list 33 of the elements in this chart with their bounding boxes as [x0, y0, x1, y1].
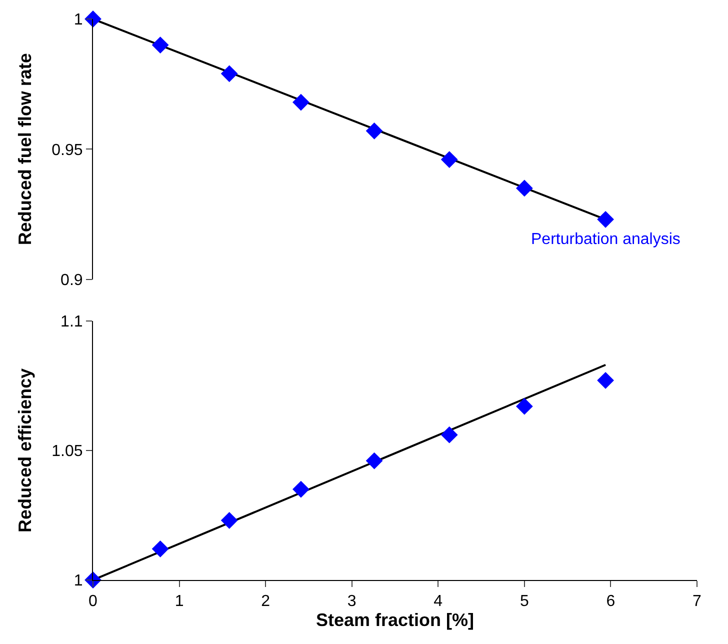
point — [597, 372, 614, 389]
point — [440, 426, 458, 444]
point — [292, 94, 310, 111]
x-tick-label: 0 — [88, 593, 98, 610]
y-tick-label: 0.9 — [60, 272, 83, 289]
point — [516, 180, 533, 197]
point — [366, 122, 383, 140]
point — [84, 10, 102, 28]
point — [220, 65, 238, 82]
x-tick-label: 5 — [520, 593, 529, 610]
point — [366, 452, 383, 470]
point — [152, 36, 169, 54]
y-tick-label: 1 — [74, 572, 83, 590]
x-tick-label: 1 — [174, 593, 184, 610]
x-tick-label: 4 — [434, 593, 443, 610]
series-label: Perturbation analysis — [531, 231, 680, 248]
y-tick-label: 1.1 — [60, 313, 83, 330]
point — [220, 512, 238, 529]
point — [440, 151, 458, 168]
y-tick-label: 1 — [74, 12, 83, 29]
x-axis-title: Steam fraction [%] — [316, 610, 474, 630]
y-axis-title: Reduced efficiency — [14, 368, 35, 532]
y-tick-label: 1.05 — [52, 443, 83, 460]
x-tick-label: 6 — [606, 593, 616, 610]
point — [597, 210, 614, 228]
x-tick-label: 2 — [261, 593, 270, 610]
x-tick-label: 3 — [347, 593, 356, 610]
y-tick-label: 0.95 — [52, 142, 83, 159]
y-axis-title: Reduced fuel flow rate — [14, 53, 35, 246]
point — [516, 398, 533, 415]
point — [292, 480, 310, 498]
x-tick-label: 7 — [692, 593, 702, 610]
point — [152, 540, 169, 558]
